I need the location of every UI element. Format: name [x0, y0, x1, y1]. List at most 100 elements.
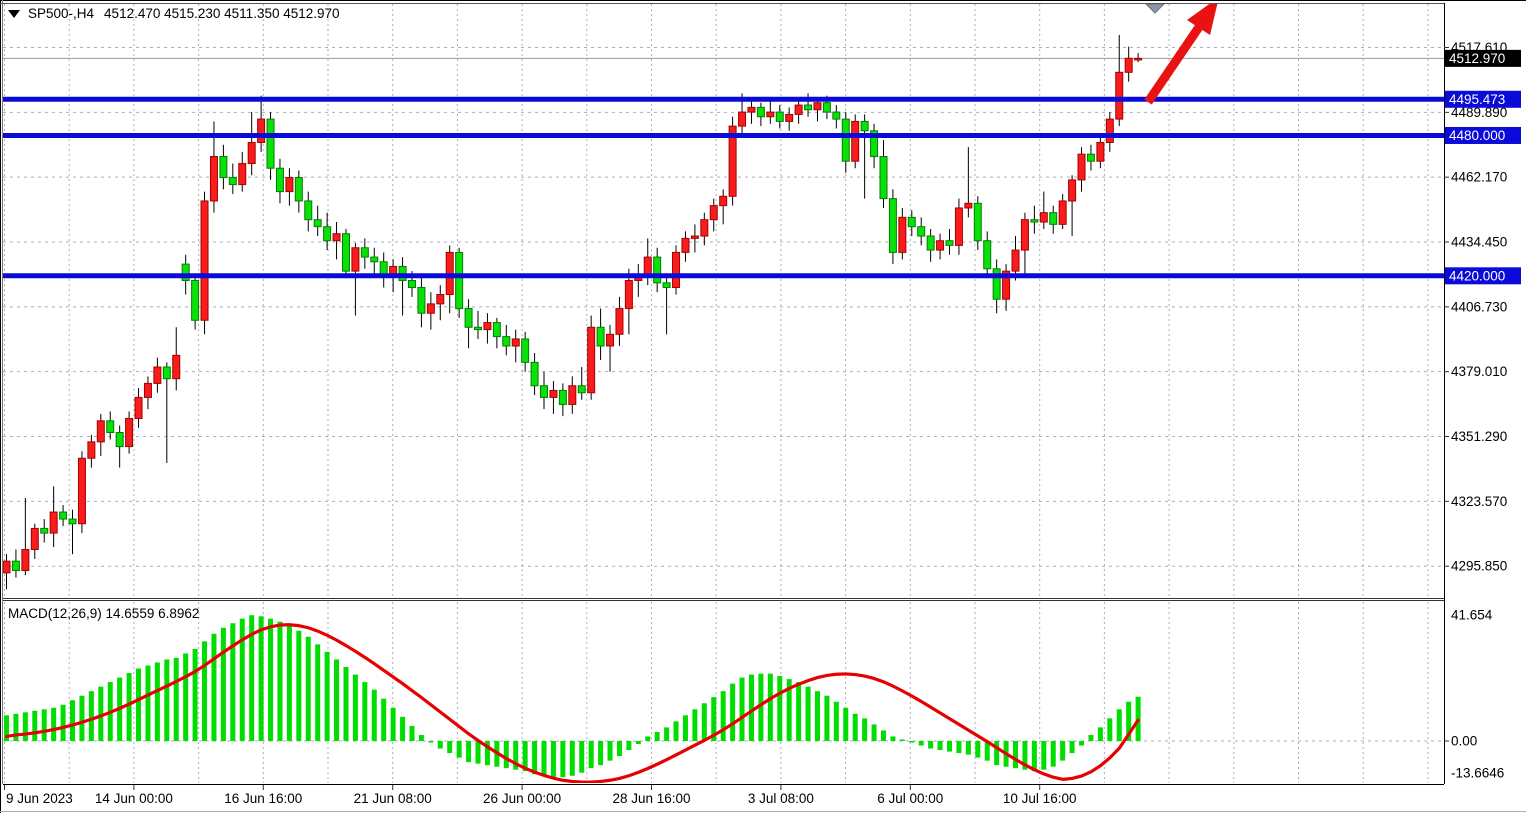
bull-candle-body: [511, 338, 520, 347]
candle: [785, 107, 794, 131]
macd-histogram-bar: [598, 741, 604, 766]
macd-histogram-bar: [730, 683, 736, 741]
candle: [492, 317, 501, 349]
candle: [1124, 46, 1133, 82]
bear-candle-body: [653, 256, 662, 284]
chart-header: SP500-,H4 4512.470 4515.230 4511.350 4512…: [8, 6, 340, 21]
svg-text:-13.6646: -13.6646: [1451, 766, 1504, 781]
macd-histogram-bar: [843, 707, 849, 741]
bear-candle-body: [879, 156, 888, 200]
bear-candle-body: [983, 240, 992, 270]
bull-candle-body: [238, 163, 247, 186]
bear-candle-body: [577, 385, 586, 394]
candle: [681, 231, 690, 262]
level-lines[interactable]: [3, 96, 1444, 279]
macd-axis[interactable]: 41.654 0.00 -13.6646: [1444, 608, 1504, 781]
macd-histogram-bar: [173, 657, 179, 741]
candle: [926, 229, 935, 262]
candle: [96, 413, 105, 456]
macd-histogram-bar: [1088, 734, 1094, 741]
macd-histogram-bar: [145, 665, 151, 741]
candle: [898, 207, 907, 260]
macd-histogram-bar: [569, 741, 575, 776]
price-axis[interactable]: 4517.6104489.8904462.1704434.4504406.730…: [1444, 40, 1521, 574]
candle: [115, 425, 124, 468]
macd-histogram-bar: [1022, 741, 1028, 770]
bear-candle-body: [521, 338, 530, 363]
bear-candle-body: [341, 233, 350, 272]
trend-arrow-annotation[interactable]: [1144, 0, 1219, 105]
macd-histogram-bar: [154, 662, 160, 741]
bear-candle-body: [907, 216, 916, 228]
arrow-head[interactable]: [1187, 0, 1219, 35]
macd-signal-polyline: [4, 623, 1140, 783]
bull-candle-body: [1115, 71, 1124, 120]
candle: [464, 299, 473, 349]
candle: [426, 292, 435, 330]
candle: [68, 509, 77, 555]
candle: [624, 268, 633, 335]
macd-histogram-bar: [918, 741, 924, 746]
macd-histogram-bar: [550, 741, 556, 778]
candle: [257, 95, 266, 152]
candle: [766, 100, 775, 124]
macd-histogram-bar: [324, 651, 330, 741]
macd-histogram-bar: [909, 741, 915, 743]
candle: [596, 308, 605, 361]
macd-histogram-bar: [541, 741, 547, 776]
candle: [77, 451, 86, 534]
candle: [360, 238, 369, 269]
svg-text:28 Jun 16:00: 28 Jun 16:00: [612, 791, 690, 806]
macd-histogram-bar: [984, 741, 990, 761]
candle: [1002, 264, 1011, 311]
candle: [228, 163, 237, 194]
svg-text:9 Jun 2023: 9 Jun 2023: [6, 791, 73, 806]
macd-histogram-bar: [645, 736, 651, 741]
macd-histogram-bar: [343, 667, 349, 741]
macd-histogram-bar: [192, 648, 198, 741]
candle: [143, 376, 152, 410]
macd-histogram-bar: [456, 741, 462, 758]
macd-histogram-bar: [862, 718, 868, 741]
bear-candle-body: [106, 420, 115, 434]
macd-histogram-bar: [532, 741, 538, 775]
candle: [719, 189, 728, 225]
svg-text:3 Jul 08:00: 3 Jul 08:00: [748, 791, 814, 806]
bull-candle-body: [690, 235, 699, 239]
candle: [11, 549, 20, 578]
bull-candle-body: [30, 527, 39, 550]
bear-candle-body: [804, 104, 813, 111]
macd-histogram-bar: [947, 741, 952, 752]
time-axis[interactable]: 9 Jun 2023 14 Jun 00:00 16 Jun 16:00 21 Jun…: [4, 785, 1077, 806]
bear-candle-body: [11, 560, 20, 572]
macd-histogram-bar: [60, 704, 66, 741]
candle: [1096, 137, 1105, 169]
candle: [3, 554, 11, 590]
macd-histogram-bar: [654, 731, 660, 741]
bull-candle-body: [568, 385, 577, 405]
symbol-timeframe-label: SP500-,H4: [28, 6, 95, 21]
candle: [351, 243, 360, 316]
bear-candle-body: [474, 326, 482, 331]
macd-histogram-bar: [701, 703, 707, 741]
candle: [59, 505, 68, 527]
macd-histogram-bar: [767, 673, 773, 741]
macd-histogram-bar: [475, 741, 481, 764]
bear-candle-body: [360, 247, 369, 258]
macd-histogram-bar: [560, 741, 566, 778]
bull-candle-body: [96, 420, 105, 443]
macd-histogram-bar: [1031, 741, 1037, 772]
candle: [606, 324, 615, 372]
svg-text:21 Jun 08:00: 21 Jun 08:00: [354, 791, 432, 806]
svg-text:4434.450: 4434.450: [1451, 235, 1507, 250]
candle: [1115, 34, 1124, 127]
macd-histogram-bar: [447, 741, 453, 754]
macd-histogram-bar: [1116, 709, 1122, 741]
macd-histogram-bar: [522, 741, 528, 772]
candle: [1011, 236, 1020, 281]
bull-candle-body: [615, 308, 624, 335]
bull-candle-body: [426, 303, 435, 314]
collapse-triangle-icon[interactable]: [8, 10, 20, 19]
